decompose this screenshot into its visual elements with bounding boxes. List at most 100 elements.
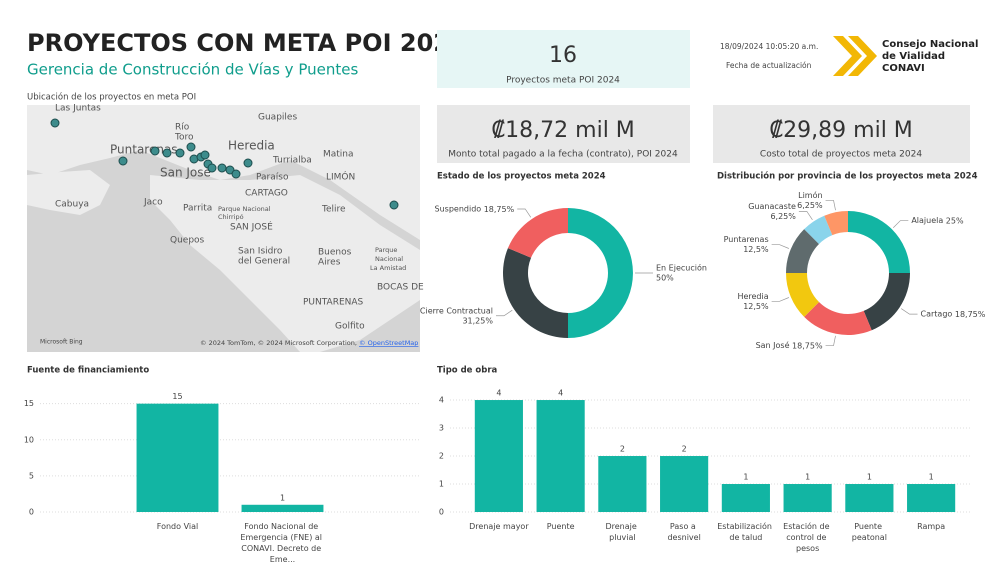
slice-value: 18,75%: [792, 341, 823, 350]
map-place: Parrita: [183, 204, 212, 214]
map-brand: Microsoft Bing: [40, 339, 83, 346]
bar: [660, 456, 709, 512]
slice-label: Cierre Contractual: [420, 306, 493, 315]
bar-value-label: 2: [620, 445, 625, 454]
leader-line: [893, 220, 909, 228]
slice-label: Alajuela 25%: [911, 216, 964, 225]
x-tick-label: Fondo Vial: [157, 522, 198, 531]
bar-value-label: 1: [805, 473, 810, 482]
map-place: Parque Nacional: [218, 205, 271, 213]
slice-value: 6,25%: [770, 212, 796, 221]
y-tick-label: 0: [29, 508, 34, 517]
map-place: Jaco: [143, 198, 163, 208]
kpi-card: [437, 105, 690, 163]
osm-link[interactable]: © OpenStreetMap: [359, 339, 418, 347]
y-tick-label: 4: [439, 396, 444, 405]
chart-title: Tipo de obra: [437, 366, 498, 376]
map-place: San José: [160, 166, 211, 180]
y-tick-label: 2: [439, 452, 444, 461]
x-tick-label: Fondo Nacional de Emergencia (FNE) al CO…: [240, 522, 324, 564]
map-place: Río: [175, 123, 190, 133]
x-tick-label: Drenaje mayor: [469, 522, 529, 531]
slice-label: San José 18,75%: [756, 340, 823, 350]
kpi-label: Monto total pagado a la fecha (contrato)…: [448, 150, 678, 160]
x-tick-label: Puente: [547, 522, 575, 531]
donut-slice: [507, 208, 568, 258]
y-tick-label: 0: [439, 508, 444, 517]
map-place: Paraíso: [256, 173, 289, 183]
slice-label: Puntarenas: [724, 235, 769, 244]
map-place: Heredia: [228, 139, 275, 153]
map-place: del General: [238, 257, 290, 267]
donut-slice: [568, 208, 633, 338]
y-tick-label: 1: [439, 480, 444, 489]
bar: [907, 484, 956, 512]
bar-value-label: 4: [496, 389, 501, 398]
map-place: BOCAS DE: [377, 283, 424, 293]
donut-slice: [804, 215, 833, 245]
subtitle: Gerencia de Construcción de Vías y Puent…: [27, 61, 358, 79]
bar-value-label: 4: [558, 389, 563, 398]
kpi-card: [713, 105, 970, 163]
map-place: Toro: [174, 133, 194, 143]
map-place: Telire: [321, 205, 346, 215]
slice-label: Heredia: [737, 292, 768, 301]
donut-slice: [824, 211, 848, 236]
slice-value: 12,5%: [743, 245, 769, 254]
map-place: Turrialba: [272, 156, 312, 166]
slice-label: Guanacaste: [748, 202, 796, 211]
map-place: San Isidro: [238, 247, 283, 257]
donut-slice: [786, 229, 820, 273]
x-tick-label: Estación de control de pesos: [783, 521, 832, 553]
bar: [598, 456, 647, 512]
slice-label: En Ejecución: [656, 263, 707, 273]
donut-slice: [848, 211, 910, 273]
x-tick-label: Estabilización de talud: [717, 521, 774, 542]
leader-line: [495, 309, 513, 317]
map-place: PUNTARENAS: [303, 298, 364, 308]
slice-value: 50%: [656, 274, 674, 283]
logo-text: CONAVI: [882, 63, 925, 74]
bar: [474, 400, 523, 512]
leader-line: [901, 308, 918, 315]
map-place: Quepos: [170, 236, 205, 246]
bar: [845, 484, 894, 512]
x-tick-label: Puente peatonal: [852, 522, 887, 542]
bar-value-label: 1: [280, 493, 285, 502]
x-tick-label: Rampa: [917, 522, 945, 531]
donut-slice: [863, 273, 910, 331]
map-place: Golfito: [335, 322, 365, 332]
kpi-label: Costo total de proyectos meta 2024: [760, 150, 922, 160]
slice-label: Limón: [798, 190, 822, 200]
logo-text: Consejo Nacional: [882, 39, 978, 50]
map-place: Nacional: [375, 255, 403, 263]
bar: [536, 400, 585, 512]
map-title: Ubicación de los proyectos en meta POI: [27, 92, 196, 103]
y-tick-label: 10: [24, 435, 34, 444]
kpi-label: Proyectos meta POI 2024: [506, 76, 620, 86]
slice-label: Suspendido 18,75%: [435, 204, 515, 213]
bar: [241, 504, 324, 512]
map-place: Las Juntas: [55, 104, 101, 114]
project-points: [50, 118, 399, 210]
bar: [136, 403, 219, 512]
map-place: LIMÓN: [326, 171, 355, 183]
map-place: Parque: [375, 246, 397, 254]
map-place: Matina: [323, 150, 354, 160]
slice-value: 18,75%: [484, 204, 515, 213]
leader-line: [825, 200, 836, 211]
leader-line: [825, 335, 836, 346]
x-tick-label: Paso a desnivel: [667, 522, 700, 542]
attribution: © 2024 TomTom, © 2024 Microsoft Corporat…: [200, 339, 359, 347]
chart-title: Distribución por provincia de los proyec…: [717, 171, 978, 182]
bar: [783, 484, 832, 512]
kpi-value: ₡29,89 mil M: [769, 118, 913, 143]
title: PROYECTOS CON META POI 2024: [27, 29, 467, 57]
chart-title: Fuente de financiamiento: [27, 366, 149, 376]
donut-slice: [786, 273, 820, 317]
map-place: Guapiles: [258, 113, 297, 123]
bar-value-label: 15: [172, 392, 182, 401]
leader-line: [798, 211, 813, 220]
logo-text: de Vialidad: [882, 51, 945, 62]
